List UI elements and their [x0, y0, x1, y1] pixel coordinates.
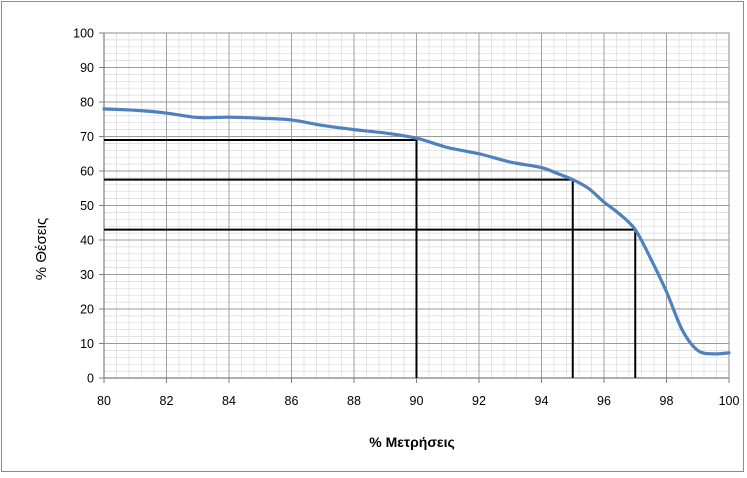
- x-tick-label: 88: [347, 394, 361, 408]
- y-tick-label: 80: [80, 96, 94, 110]
- x-tick-label: 96: [597, 394, 611, 408]
- x-tick-label: 92: [472, 394, 486, 408]
- x-tick-label: 82: [160, 394, 174, 408]
- y-tick-label: 20: [80, 303, 94, 317]
- y-tick-label: 30: [80, 268, 94, 282]
- y-tick-label: 50: [80, 199, 94, 213]
- y-tick-label: 90: [80, 61, 94, 75]
- y-tick-label: 40: [80, 234, 94, 248]
- y-tick-label: 0: [87, 372, 94, 386]
- series-layer: [102, 107, 731, 356]
- y-tick-label: 60: [80, 165, 94, 179]
- y-tick-label: 100: [73, 27, 94, 41]
- y-tick-label: 10: [80, 337, 94, 351]
- x-tick-label: 94: [535, 394, 549, 408]
- x-axis-title: % Μετρήσεις: [369, 434, 455, 450]
- x-tick-label: 86: [285, 394, 299, 408]
- reference-lines: [104, 138, 637, 378]
- x-tick-label: 98: [660, 394, 674, 408]
- series-line: [102, 107, 731, 356]
- x-tick-labels: 80 82 84 86 88 90 92 94 96 98 100: [97, 394, 739, 408]
- x-tick-label: 100: [719, 394, 740, 408]
- y-axis-title: % Θέσεις: [33, 218, 50, 280]
- x-tick-label: 84: [222, 394, 236, 408]
- y-tick-label: 70: [80, 130, 94, 144]
- x-tick-label: 80: [97, 394, 111, 408]
- y-tick-labels: 0 10 20 30 40 50 60 70 80 90 100: [73, 27, 94, 386]
- x-tick-label: 90: [410, 394, 424, 408]
